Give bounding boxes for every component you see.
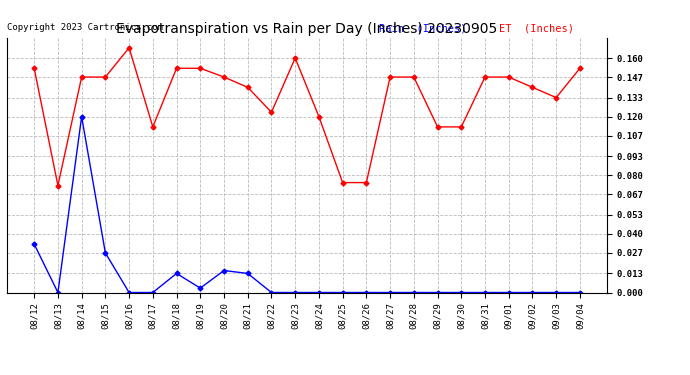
ET  (Inches) xyxy=(339,180,347,185)
ET  (Inches) xyxy=(575,66,584,70)
Line: ET  (Inches): ET (Inches) xyxy=(32,46,582,187)
ET  (Inches) xyxy=(362,180,371,185)
ET  (Inches) xyxy=(30,66,39,70)
ET  (Inches) xyxy=(552,95,560,100)
ET  (Inches) xyxy=(433,124,442,129)
ET  (Inches) xyxy=(386,75,394,80)
Rain  (Inches) xyxy=(244,271,252,276)
ET  (Inches) xyxy=(54,183,62,188)
ET  (Inches) xyxy=(267,110,275,114)
Rain  (Inches) xyxy=(125,290,133,295)
Rain  (Inches) xyxy=(196,286,204,290)
Rain  (Inches) xyxy=(362,290,371,295)
Rain  (Inches) xyxy=(552,290,560,295)
ET  (Inches) xyxy=(101,75,110,80)
Rain  (Inches) xyxy=(220,268,228,273)
ET  (Inches) xyxy=(172,66,181,70)
Rain  (Inches) xyxy=(575,290,584,295)
Rain  (Inches) xyxy=(54,290,62,295)
Text: Copyright 2023 Cartronics.com: Copyright 2023 Cartronics.com xyxy=(7,24,163,33)
Text: ET  (Inches): ET (Inches) xyxy=(499,24,574,33)
Rain  (Inches) xyxy=(315,290,323,295)
Rain  (Inches) xyxy=(148,290,157,295)
Rain  (Inches) xyxy=(529,290,537,295)
ET  (Inches) xyxy=(148,124,157,129)
Rain  (Inches) xyxy=(410,290,418,295)
ET  (Inches) xyxy=(315,114,323,119)
ET  (Inches) xyxy=(244,85,252,90)
ET  (Inches) xyxy=(457,124,466,129)
Rain  (Inches) xyxy=(101,251,110,255)
Rain  (Inches) xyxy=(481,290,489,295)
ET  (Inches) xyxy=(125,45,133,50)
Rain  (Inches) xyxy=(291,290,299,295)
ET  (Inches) xyxy=(529,85,537,90)
Rain  (Inches) xyxy=(30,242,39,246)
Rain  (Inches) xyxy=(433,290,442,295)
ET  (Inches) xyxy=(481,75,489,80)
ET  (Inches) xyxy=(220,75,228,80)
Rain  (Inches) xyxy=(457,290,466,295)
ET  (Inches) xyxy=(77,75,86,80)
ET  (Inches) xyxy=(196,66,204,70)
Rain  (Inches) xyxy=(504,290,513,295)
Rain  (Inches) xyxy=(172,271,181,276)
Rain  (Inches) xyxy=(77,114,86,119)
ET  (Inches) xyxy=(504,75,513,80)
Line: Rain  (Inches): Rain (Inches) xyxy=(32,115,582,294)
ET  (Inches) xyxy=(291,56,299,60)
Rain  (Inches) xyxy=(386,290,394,295)
Rain  (Inches) xyxy=(339,290,347,295)
Title: Evapotranspiration vs Rain per Day (Inches) 20230905: Evapotranspiration vs Rain per Day (Inch… xyxy=(117,22,497,36)
Rain  (Inches) xyxy=(267,290,275,295)
Text: Rain  (Inches): Rain (Inches) xyxy=(379,24,466,33)
ET  (Inches) xyxy=(410,75,418,80)
